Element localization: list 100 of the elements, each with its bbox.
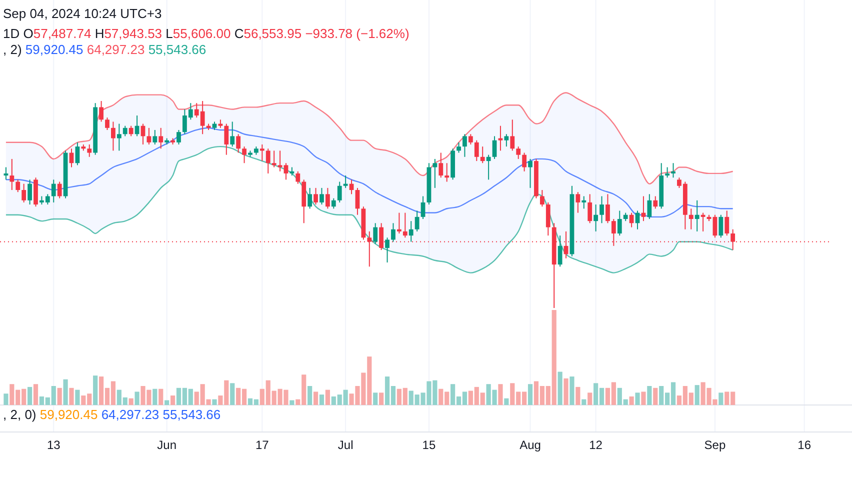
candlestick (116, 123, 122, 152)
candlestick (355, 187, 360, 216)
bar (290, 400, 294, 405)
bar (93, 376, 98, 405)
candlestick (594, 204, 598, 232)
candlestick (314, 187, 318, 205)
candlestick (272, 150, 276, 168)
candlestick (724, 210, 730, 236)
candlestick (16, 179, 20, 193)
bar (170, 396, 176, 405)
candlestick (396, 212, 402, 234)
candlestick (582, 196, 586, 210)
candlestick (176, 129, 181, 145)
candlestick (146, 127, 152, 145)
x-tick-label: 13 (46, 438, 61, 452)
bar (128, 398, 134, 405)
bar (694, 385, 700, 405)
candlestick (325, 187, 330, 210)
candlestick (308, 187, 312, 210)
candlestick (606, 194, 610, 224)
candlestick (420, 196, 426, 220)
candlestick (688, 208, 694, 230)
x-tick-label: Jun (157, 438, 177, 452)
candlestick (456, 142, 461, 154)
candlestick (87, 144, 92, 158)
candlestick (576, 192, 580, 214)
text: , 2, 0) 59,920.45 64,297.23 55,543.66 (3, 407, 221, 422)
candlestick (647, 194, 652, 220)
candlestick (474, 140, 479, 162)
candlestick (718, 214, 724, 238)
bar (308, 386, 312, 405)
bar (582, 399, 586, 405)
candlestick (516, 146, 521, 160)
bar (629, 396, 634, 405)
candlestick (75, 142, 80, 166)
x-tick-label: Sep (704, 438, 726, 452)
x-tick-label: Jul (338, 438, 354, 452)
candlestick (266, 148, 270, 174)
candlestick (28, 179, 32, 205)
bar (319, 394, 324, 405)
candlestick (224, 123, 229, 156)
candlestick (408, 220, 414, 242)
candlestick (438, 152, 444, 178)
bar (230, 383, 235, 405)
bar (641, 392, 646, 405)
candlestick (492, 136, 497, 160)
bar (164, 400, 170, 405)
bar (373, 392, 378, 405)
candlestick (522, 152, 527, 172)
candlestick (343, 175, 348, 188)
candlestick (444, 162, 450, 182)
bar (647, 386, 652, 405)
bar (498, 384, 503, 405)
candlestick (158, 127, 164, 150)
candlestick (402, 212, 408, 238)
text: Sep 04, 2024 10:24 UTC+3 (3, 6, 162, 21)
candlestick (528, 158, 532, 188)
bar (33, 384, 38, 405)
candlestick (468, 134, 473, 145)
candlestick (260, 144, 264, 162)
candlestick (480, 146, 485, 164)
candlestick (51, 179, 56, 203)
candlestick (510, 119, 515, 152)
candlestick (99, 100, 104, 122)
candlestick (57, 181, 62, 199)
candlestick (462, 134, 467, 158)
bar (212, 399, 217, 405)
candlestick (236, 134, 241, 154)
candlestick (432, 158, 438, 188)
candlestick (122, 125, 128, 137)
candlestick (242, 146, 246, 164)
bar (325, 390, 330, 405)
candlestick (671, 162, 676, 178)
bar (158, 388, 164, 405)
bar (576, 386, 580, 405)
x-tick-label: Aug (520, 438, 541, 452)
candlestick (284, 162, 288, 180)
bar (635, 392, 640, 405)
bar (75, 390, 80, 405)
bar (558, 372, 562, 405)
bar (379, 392, 384, 405)
x-tick-label: 15 (422, 438, 436, 452)
candlestick (128, 125, 134, 137)
bar (653, 388, 658, 405)
candlestick (712, 214, 718, 238)
bar (134, 392, 140, 405)
bar (564, 378, 568, 405)
candlestick (152, 129, 158, 145)
candlestick (540, 190, 544, 208)
bar (718, 392, 724, 405)
candlestick (331, 198, 336, 210)
bar (69, 388, 74, 405)
candlestick (296, 170, 300, 184)
candlestick (337, 181, 342, 203)
text: , 2) 59,920.45 64,297.23 55,543.66 (3, 42, 206, 57)
candlestick (558, 235, 562, 268)
x-tick-label: 17 (255, 438, 270, 452)
x-tick-label: 16 (798, 438, 812, 452)
bar (63, 379, 68, 405)
candlestick (111, 121, 116, 152)
